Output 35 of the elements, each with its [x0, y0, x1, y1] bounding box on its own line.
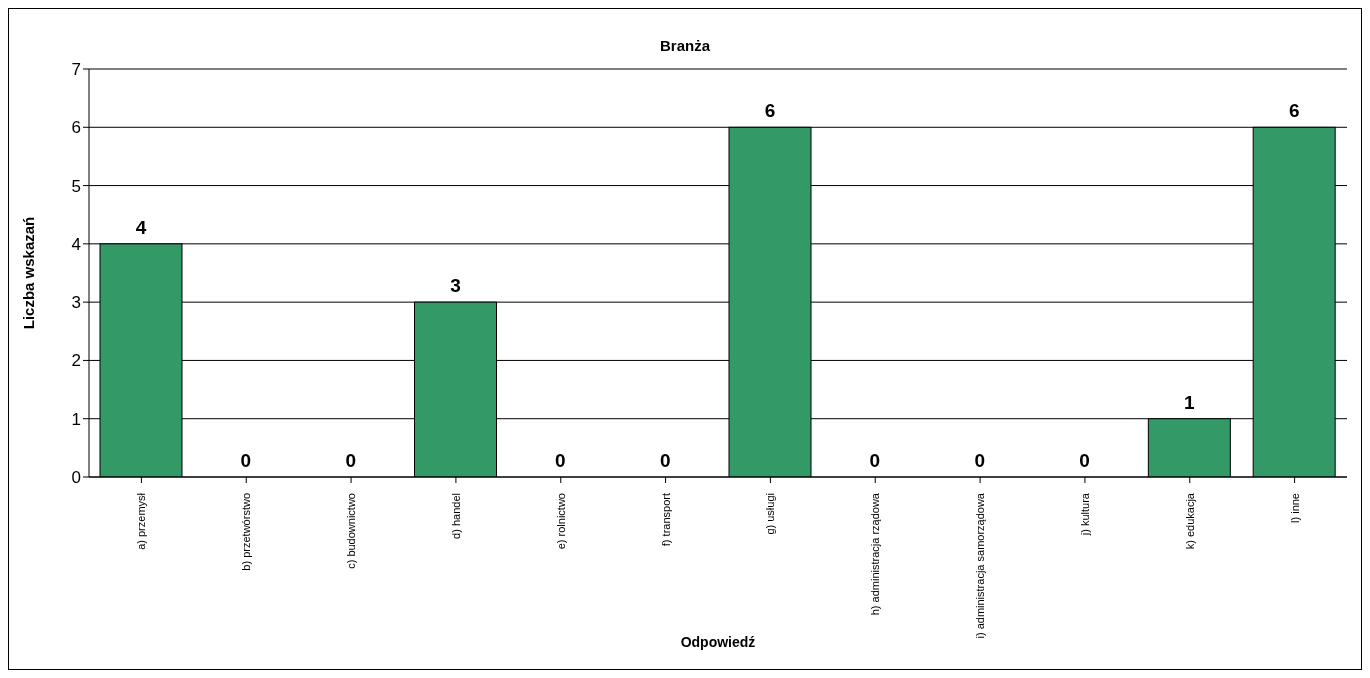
- y-tick-label: 6: [71, 118, 81, 138]
- y-tick-label: 5: [71, 176, 81, 196]
- data-label: 3: [450, 275, 461, 297]
- x-tick-label: b) przetwórstwo: [240, 493, 253, 571]
- data-label: 1: [1184, 391, 1196, 413]
- x-tick-label: j) kultura: [1078, 492, 1091, 537]
- y-tick-label: 2: [71, 351, 81, 371]
- y-tick-label: 7: [71, 60, 81, 80]
- y-tick-label: 0: [71, 468, 81, 488]
- data-label: 0: [1079, 450, 1090, 471]
- y-tick-label: 3: [71, 293, 81, 313]
- data-label: 0: [555, 450, 566, 471]
- data-label: 0: [869, 450, 881, 471]
- data-label: 6: [764, 100, 776, 122]
- data-label: 0: [659, 450, 671, 471]
- data-label: 0: [974, 450, 985, 471]
- chart-title: Branża: [659, 36, 711, 56]
- x-tick-label: a) przemysł: [135, 492, 148, 550]
- x-tick-label: d) handel: [449, 493, 462, 539]
- y-axis-title: Liczba wskazań: [20, 216, 38, 330]
- y-tick-label: 1: [71, 409, 81, 429]
- data-label: 0: [240, 450, 252, 471]
- x-tick-label: g) usługi: [764, 493, 777, 535]
- data-label: 4: [135, 216, 147, 238]
- data-label: 6: [1288, 100, 1300, 122]
- data-label: 0: [345, 450, 356, 471]
- x-axis-title: Odpowiedź: [680, 634, 756, 650]
- x-tick-label: k) edukacja: [1183, 492, 1196, 550]
- x-tick-label: h) administracja rządowa: [869, 492, 882, 616]
- y-tick-label: 4: [71, 234, 81, 254]
- x-tick-label: e) rolnictwo: [554, 493, 567, 550]
- x-tick-label: c) budownictwo: [345, 493, 358, 569]
- x-tick-label: f) transport: [659, 493, 672, 547]
- x-tick-label: i) administracja samorządowa: [974, 492, 987, 639]
- x-tick-label: l) inne: [1288, 493, 1301, 523]
